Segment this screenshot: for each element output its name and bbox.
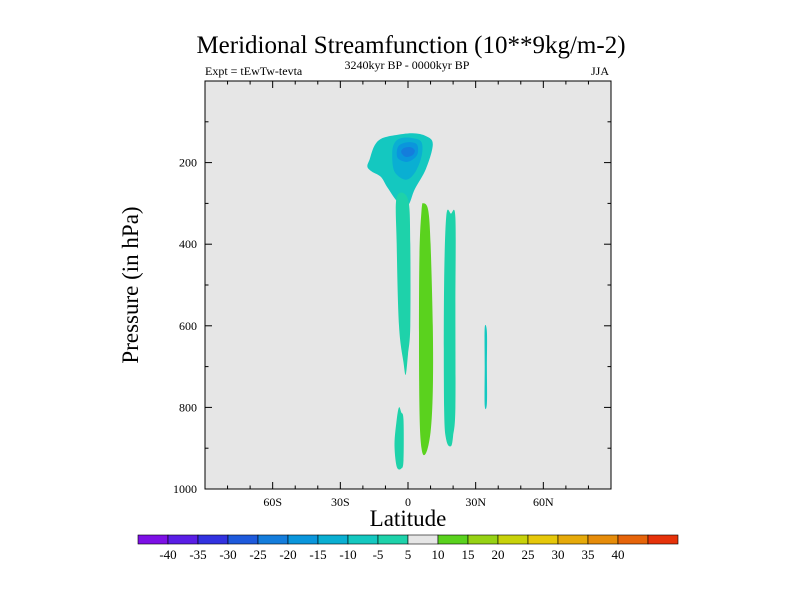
left-string: Expt = tEwTw-tevta (205, 64, 303, 78)
colorbar-label: -5 (373, 547, 384, 562)
colorbar-label: 30 (552, 547, 565, 562)
colorbar-label: 40 (612, 547, 625, 562)
x-tick-label: 60N (533, 495, 554, 509)
colorbar-label: 5 (405, 547, 412, 562)
colorbar-label: -30 (219, 547, 236, 562)
colorbar-swatch (257, 534, 289, 545)
negative-column-20N (443, 209, 456, 447)
colorbar-swatch (437, 534, 469, 545)
colorbar-swatch (317, 534, 349, 545)
colorbar-label: 35 (582, 547, 595, 562)
colorbar-label: 25 (522, 547, 535, 562)
x-tick-label: 30S (331, 495, 350, 509)
colorbar-swatch (137, 534, 169, 545)
center-string: 3240kyr BP - 0000kyr BP (345, 58, 470, 72)
positive-cell-near-equator (419, 203, 434, 456)
lower-negative-cell (394, 407, 404, 470)
colorbar-swatch (167, 534, 199, 545)
colorbar-swatch (197, 534, 229, 545)
x-tick-label: 60S (263, 495, 282, 509)
equatorial-negative-column (395, 192, 411, 375)
colorbar-label: -15 (309, 547, 326, 562)
colorbar-swatch (407, 534, 439, 545)
colorbar-swatch (557, 534, 589, 545)
negative-sliver-35N (484, 324, 488, 410)
y-tick-label: 200 (179, 156, 197, 170)
colorbar-label: 10 (432, 547, 445, 562)
colorbar-swatch (347, 534, 379, 545)
colorbar-swatch (497, 534, 529, 545)
axis-ticks (205, 81, 611, 490)
colorbar-swatch (227, 534, 259, 545)
colorbar-swatch (647, 534, 679, 545)
y-tick-label: 800 (179, 400, 197, 414)
y-tick-label: 400 (179, 237, 197, 251)
upper-negative-cell-center (401, 147, 415, 158)
axis-tick-labels: 60S 30S 0 30N 60N 200 400 600 800 1000 (173, 156, 554, 509)
x-tick-label: 30N (465, 495, 486, 509)
chart-title: Meridional Streamfunction (10**9kg/m-2) (196, 32, 625, 59)
y-axis-label: Pressure (in hPa) (118, 206, 143, 363)
colorbar (137, 534, 679, 545)
colorbar-label: 15 (462, 547, 475, 562)
colorbar-swatch (617, 534, 649, 545)
colorbar-label: -20 (279, 547, 296, 562)
x-axis-label: Latitude (370, 506, 447, 531)
colorbar-swatch (287, 534, 319, 545)
contour-fills (367, 133, 488, 470)
colorbar-swatch (377, 534, 409, 545)
colorbar-swatch (527, 534, 559, 545)
y-tick-label: 600 (179, 319, 197, 333)
colorbar-swatch (587, 534, 619, 545)
x-tick-label: 0 (405, 495, 411, 509)
colorbar-label: -35 (189, 547, 206, 562)
colorbar-labels: -40 -35 -30 -25 -20 -15 -10 -5 5 10 15 20 25 30 35 40 (159, 547, 624, 562)
colorbar-label: -10 (339, 547, 356, 562)
colorbar-label: 20 (492, 547, 505, 562)
colorbar-label: -40 (159, 547, 176, 562)
y-tick-label: 1000 (173, 482, 197, 496)
colorbar-swatch (467, 534, 499, 545)
colorbar-label: -25 (249, 547, 266, 562)
right-string: JJA (591, 64, 609, 78)
